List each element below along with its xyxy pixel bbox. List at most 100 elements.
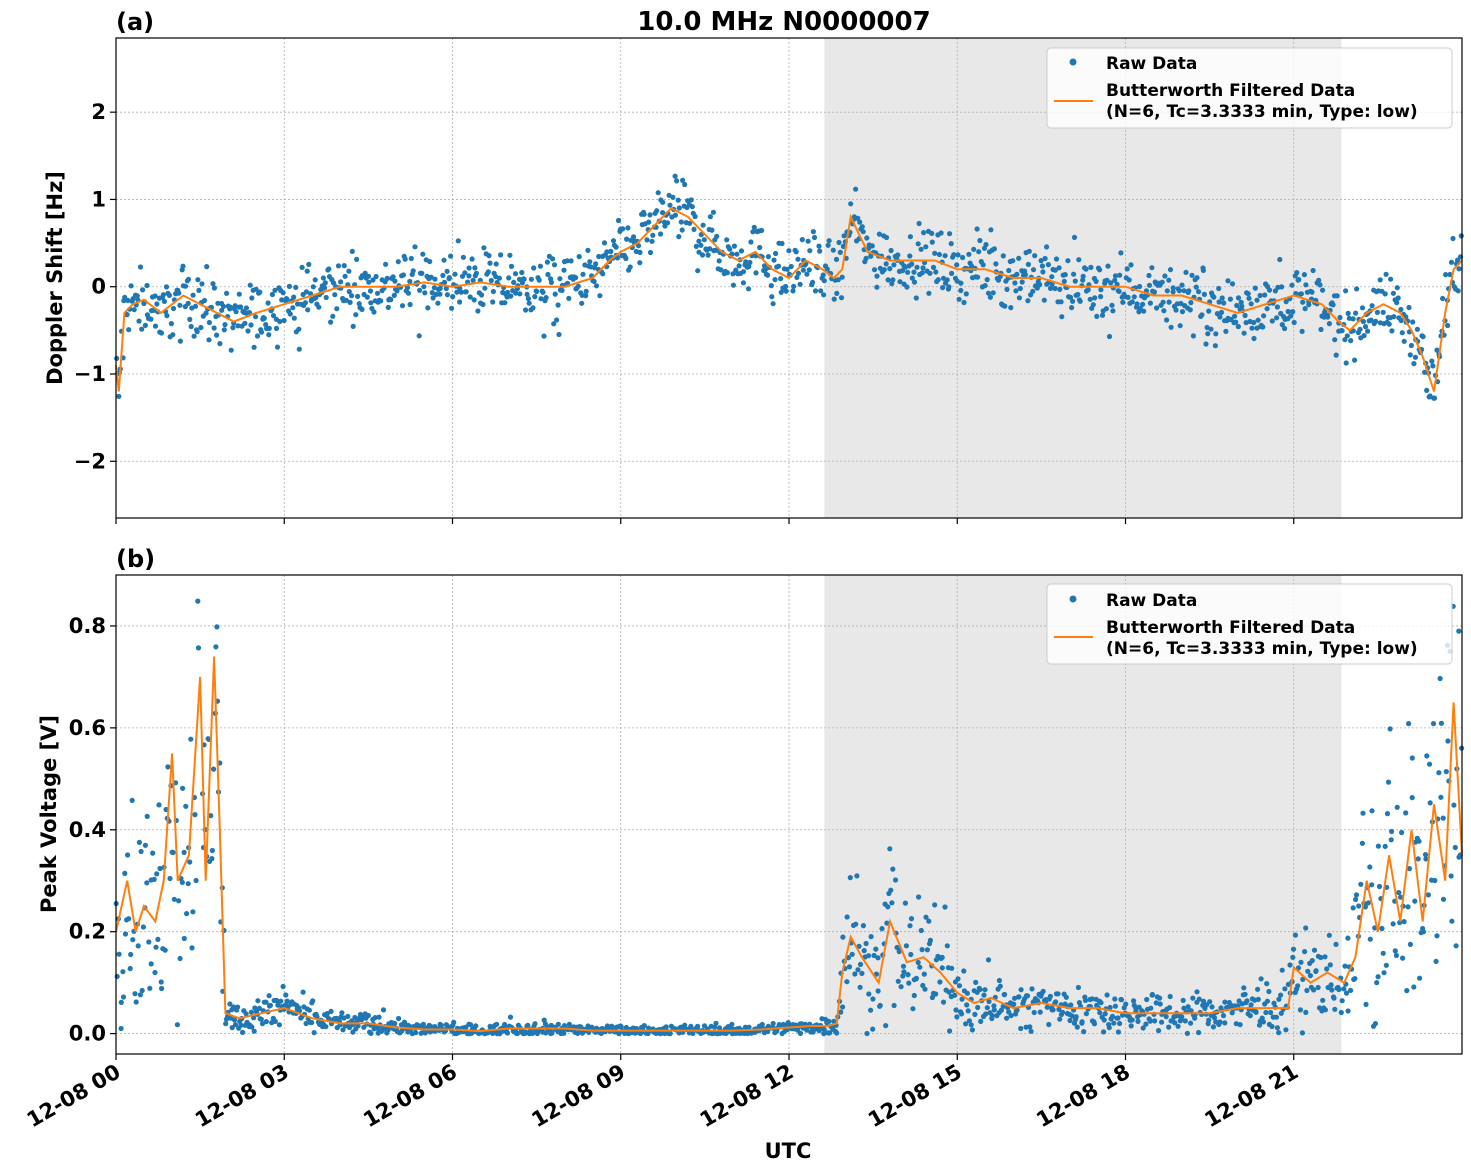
raw-data-point: [743, 259, 749, 265]
raw-data-point: [228, 347, 234, 353]
raw-data-point: [1128, 1023, 1134, 1029]
raw-data-point: [1016, 255, 1022, 261]
raw-data-point: [338, 279, 344, 285]
raw-data-point: [235, 323, 241, 329]
raw-data-point: [1082, 997, 1089, 1004]
raw-data-point: [1420, 929, 1427, 935]
raw-data-point: [368, 300, 374, 306]
raw-data-point: [1342, 963, 1348, 969]
raw-data-point: [864, 1030, 870, 1037]
raw-data-point: [407, 301, 413, 308]
raw-data-point: [1311, 947, 1318, 953]
legend-raw-marker-b: [1069, 595, 1077, 603]
raw-data-point: [1093, 278, 1099, 284]
raw-data-point: [660, 199, 666, 205]
raw-data-point: [1164, 288, 1170, 294]
y-ticks-b: 0.0 0.2 0.4 0.6 0.8: [69, 614, 116, 1046]
raw-data-point: [454, 289, 460, 295]
raw-data-point: [1157, 1001, 1163, 1007]
raw-data-point: [391, 292, 397, 298]
raw-data-point: [472, 265, 478, 271]
raw-data-point: [1049, 274, 1055, 280]
raw-data-point: [367, 288, 374, 294]
raw-data-point: [776, 263, 782, 269]
raw-data-point: [1167, 1005, 1173, 1011]
raw-data-point: [1401, 338, 1407, 344]
raw-data-point: [313, 294, 319, 301]
raw-data-point: [1176, 288, 1182, 294]
raw-data-point: [206, 337, 212, 343]
raw-data-point: [729, 251, 735, 257]
raw-data-point: [1241, 985, 1247, 991]
raw-data-point: [487, 260, 493, 266]
raw-data-point: [158, 330, 165, 336]
raw-data-point: [462, 270, 468, 276]
raw-data-point: [224, 290, 230, 296]
raw-data-point: [531, 265, 537, 271]
raw-data-point: [1211, 1015, 1217, 1021]
raw-data-point: [746, 263, 752, 270]
raw-data-point: [740, 269, 747, 275]
raw-data-point: [304, 268, 310, 274]
raw-data-point: [1249, 325, 1255, 331]
raw-data-point: [1350, 316, 1356, 322]
grid-b: [115, 575, 1462, 1054]
raw-data-point: [1242, 312, 1248, 319]
raw-data-point: [927, 270, 933, 276]
raw-data-point: [1422, 852, 1429, 858]
raw-data-point: [1115, 1029, 1121, 1035]
raw-data-point: [444, 292, 450, 298]
raw-data-point: [370, 277, 376, 283]
raw-data-point: [1181, 288, 1187, 294]
raw-data-point: [425, 305, 431, 311]
raw-data-point: [507, 1014, 514, 1020]
panel-a: −2 −1 0 1 2 Doppler Shift [Hz] Raw Data Butte…: [43, 37, 1464, 524]
raw-data-point: [193, 877, 199, 884]
raw-data-point: [1443, 272, 1449, 278]
raw-data-point: [1210, 1024, 1216, 1030]
raw-data-point: [698, 242, 704, 248]
raw-data-point: [1398, 894, 1404, 900]
raw-data-point: [923, 244, 929, 250]
raw-data-point: [270, 313, 277, 319]
raw-data-point: [657, 231, 664, 237]
raw-data-point: [392, 278, 398, 284]
raw-data-point: [1234, 302, 1240, 309]
raw-data-point: [831, 1018, 837, 1024]
raw-data-point: [1149, 991, 1155, 998]
raw-data-point: [837, 249, 843, 255]
raw-data-point: [713, 1020, 719, 1026]
raw-data-point: [440, 272, 446, 278]
legend-b: Raw Data Butterworth Filtered Data (N=6,…: [1046, 583, 1453, 665]
raw-data-point: [576, 254, 582, 260]
raw-data-point: [1187, 307, 1193, 313]
raw-data-point: [873, 971, 880, 977]
raw-data-point: [1080, 277, 1086, 283]
raw-data-point: [1179, 309, 1186, 315]
raw-data-point: [1443, 769, 1449, 775]
raw-data-point: [551, 321, 557, 327]
raw-data-point: [561, 1030, 567, 1036]
raw-data-point: [1416, 838, 1422, 844]
raw-data-point: [757, 244, 763, 251]
raw-data-point: [1062, 272, 1068, 278]
raw-data-point: [266, 325, 272, 331]
raw-data-point: [993, 261, 999, 267]
raw-data-point: [152, 969, 158, 976]
raw-data-point: [1329, 987, 1335, 993]
raw-data-point: [254, 333, 261, 339]
raw-data-point: [1028, 1028, 1034, 1034]
raw-data-point: [911, 992, 917, 999]
raw-data-point: [699, 252, 706, 258]
raw-data-point: [235, 1004, 241, 1010]
raw-data-point: [1322, 954, 1328, 960]
raw-data-point: [983, 242, 989, 248]
raw-data-point: [890, 866, 896, 872]
legend-filtered-line2-a: (N=6, Tc=3.3333 min, Type: low): [1106, 102, 1418, 122]
raw-data-point: [1190, 995, 1196, 1001]
raw-data-point: [818, 288, 824, 294]
raw-data-point: [1300, 299, 1306, 305]
raw-data-point: [835, 277, 841, 283]
raw-data-point: [1387, 726, 1393, 732]
raw-data-point: [610, 238, 617, 244]
